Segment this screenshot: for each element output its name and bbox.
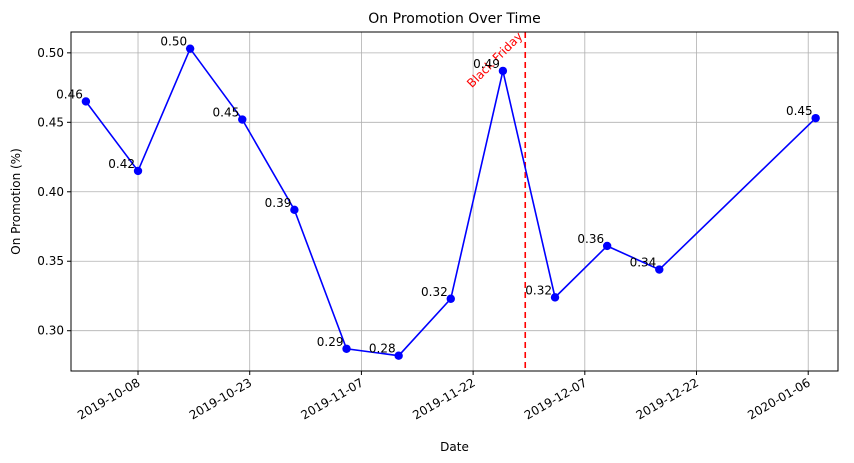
data-point [550, 293, 560, 302]
series-line [85, 47, 817, 357]
x-tick-label: 2019-10-23 [187, 375, 254, 422]
x-tick-label: 2019-11-22 [410, 375, 477, 422]
data-point [655, 265, 664, 274]
y-axis-ticks: 0.30 0.35 0.40 0.45 0.50 [37, 46, 71, 338]
x-tick-label: 2019-12-07 [522, 375, 589, 422]
data-point [342, 344, 351, 353]
plot-frame [70, 31, 839, 372]
data-point [133, 166, 143, 176]
data-point [290, 205, 299, 215]
series [81, 44, 820, 360]
data-label: 0.32 [525, 283, 552, 297]
data-point [498, 66, 508, 76]
data-label: 0.45 [213, 106, 240, 120]
x-tick-label: 2019-12-22 [634, 375, 701, 422]
data-label: 0.36 [577, 232, 604, 246]
data-point [811, 113, 820, 123]
data-point [602, 241, 612, 251]
data-label: 0.42 [108, 157, 135, 171]
y-axis-label: On Promotion (%) [9, 148, 23, 255]
data-label: 0.45 [786, 104, 813, 118]
data-label: 0.32 [421, 285, 448, 299]
grid [71, 32, 838, 371]
x-axis-label: Date [440, 440, 469, 454]
x-tick-label: 2020-01-06 [745, 375, 812, 422]
data-labels: 0.46 0.42 0.50 0.45 0.39 0.29 0.28 0.32 0.49 0.32… [56, 35, 812, 356]
data-label: 0.34 [630, 256, 657, 270]
data-label: 0.49 [473, 57, 500, 71]
x-tick-label: 2019-11-07 [299, 375, 366, 422]
data-label: 0.46 [56, 87, 83, 101]
data-point [238, 115, 247, 124]
data-point [446, 294, 455, 303]
y-tick-label: 0.45 [37, 115, 64, 129]
y-tick-label: 0.40 [37, 185, 64, 199]
x-tick-label: 2019-10-08 [75, 375, 142, 422]
chart-title: On Promotion Over Time [368, 11, 540, 27]
data-point [394, 351, 403, 360]
data-label: 0.50 [160, 35, 187, 49]
y-tick-label: 0.30 [37, 324, 64, 338]
data-label: 0.39 [265, 196, 292, 210]
data-label: 0.29 [317, 335, 344, 349]
data-point [185, 44, 195, 53]
x-axis-ticks: 2019-10-08 2019-10-23 2019-11-07 2019-11-22… [75, 371, 813, 422]
data-label: 0.28 [369, 342, 396, 356]
y-tick-label: 0.50 [37, 46, 64, 60]
data-point [81, 97, 91, 106]
y-tick-label: 0.35 [37, 254, 64, 268]
